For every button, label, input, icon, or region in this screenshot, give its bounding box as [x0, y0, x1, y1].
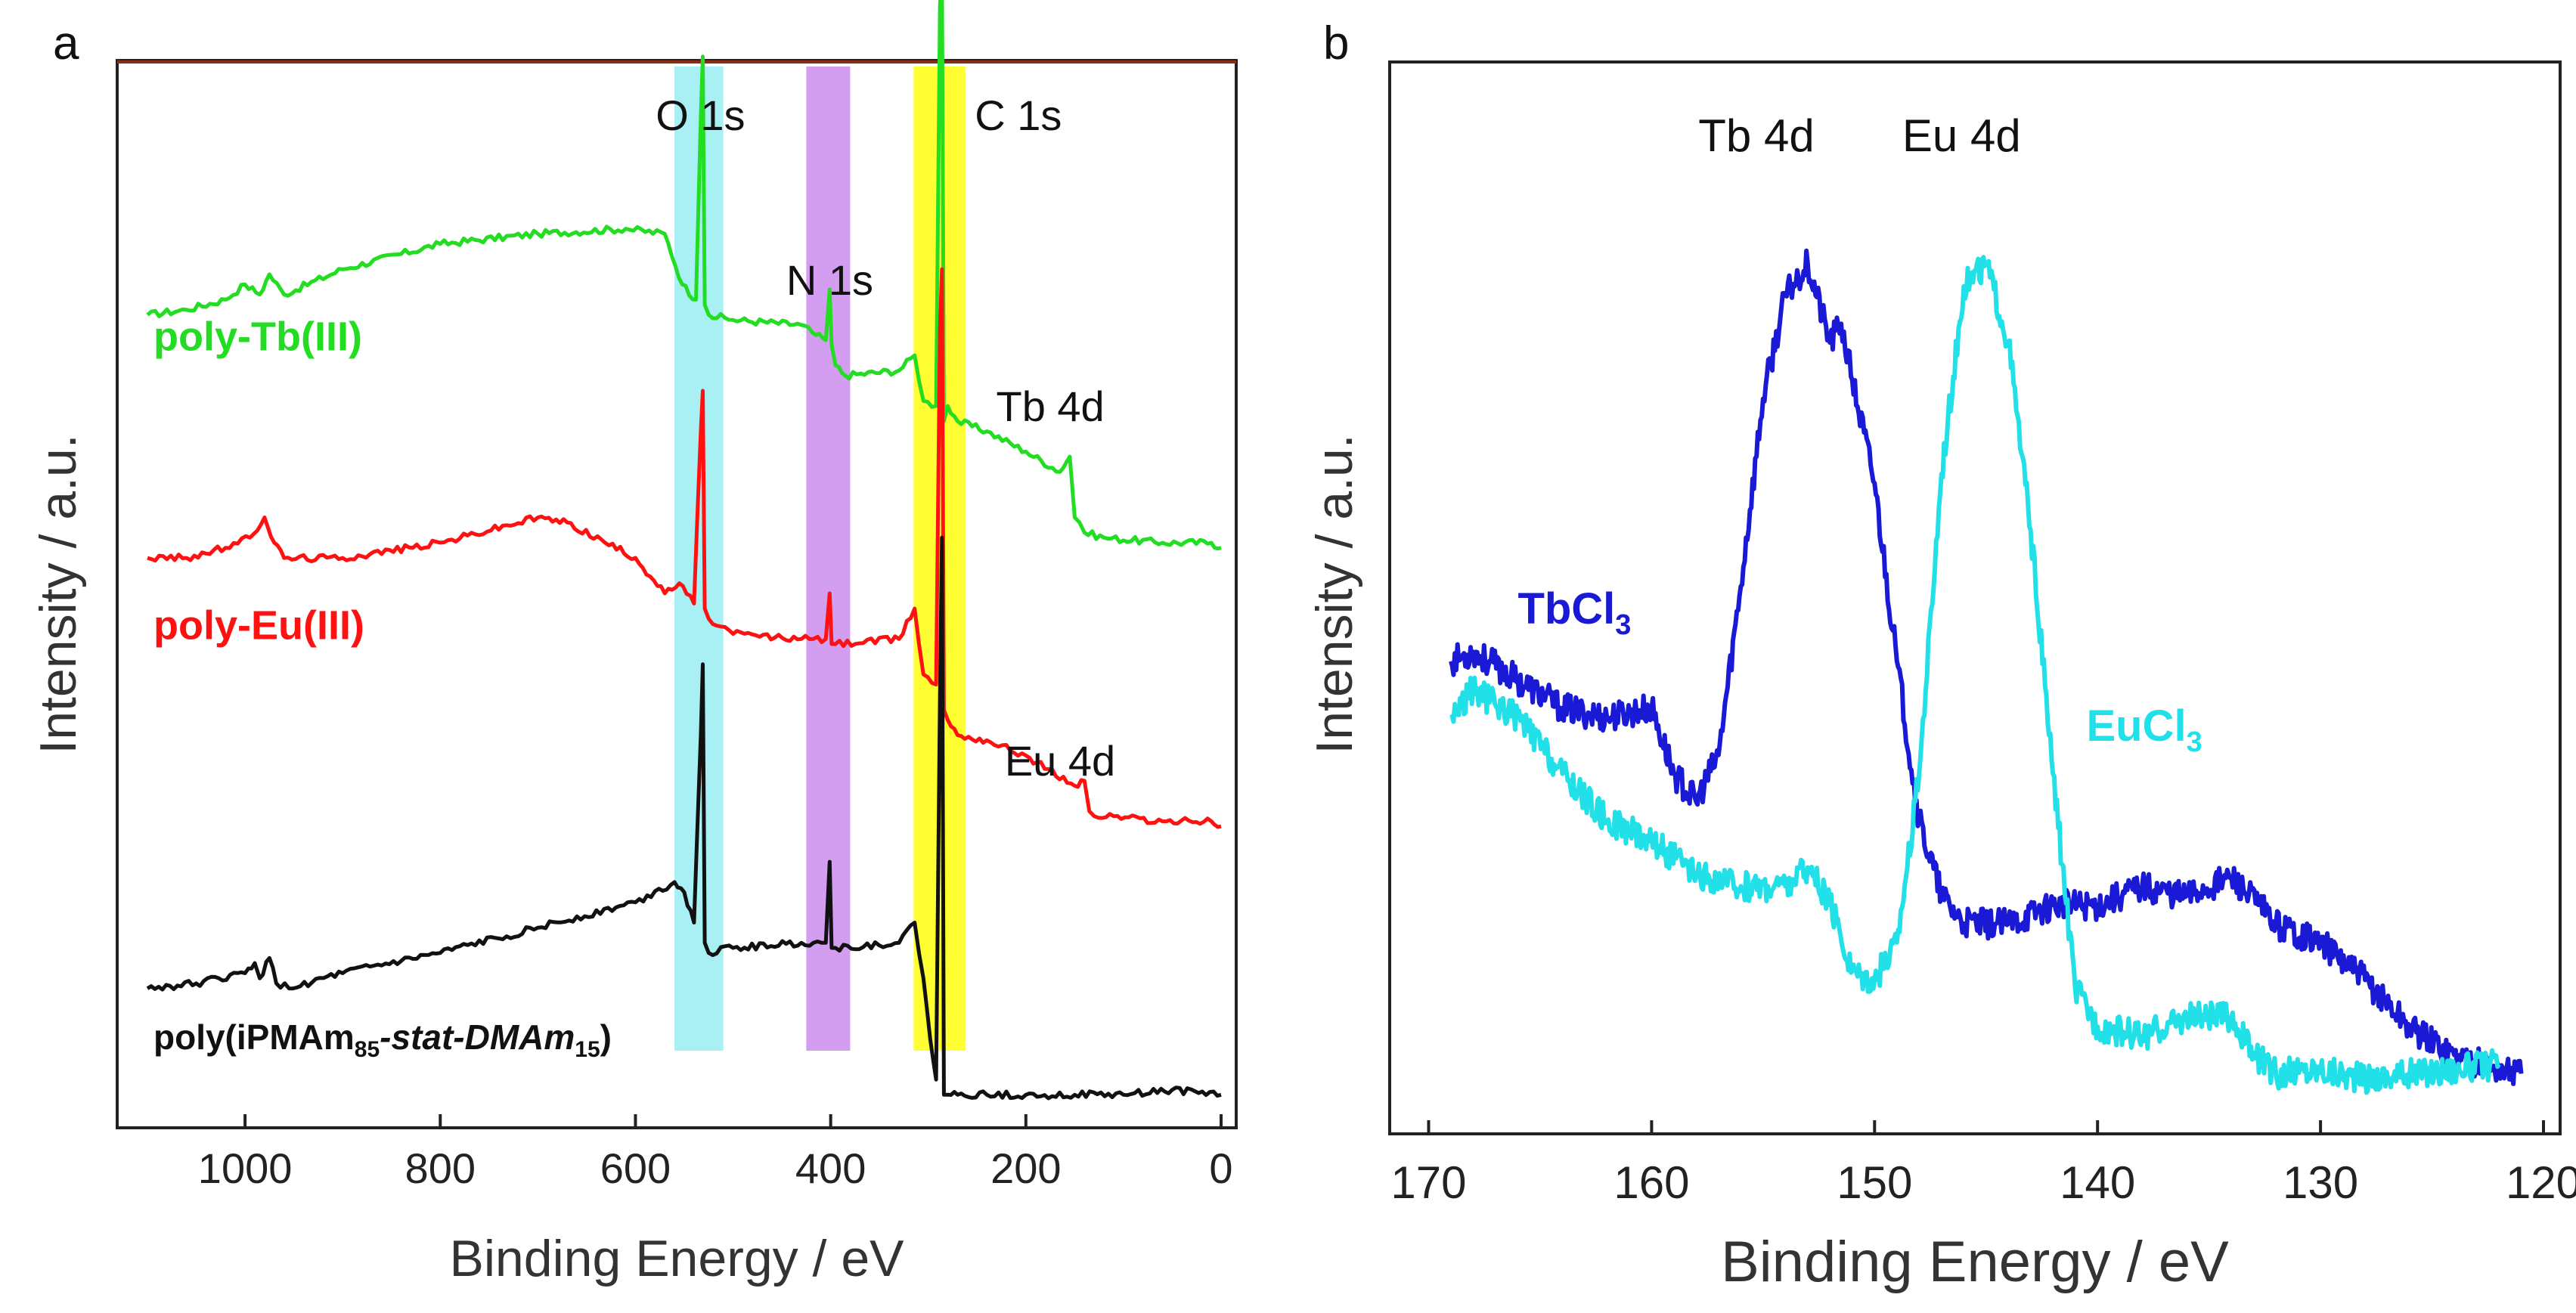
series-line-poly-eu-iii: [147, 267, 1222, 829]
polymer-label-sub-85: 85: [355, 1037, 380, 1062]
panel-a-label: a: [53, 17, 79, 70]
series-label-poly-tb: poly-Tb(III): [153, 314, 362, 359]
series-label-eucl3: EuCl3: [2086, 701, 2202, 758]
panel-a-regions: [674, 67, 966, 1051]
panel-a-x-tick-label-1000: 1000: [198, 1144, 293, 1192]
region-label-n-1s: N 1s: [786, 256, 873, 304]
polymer-label-mid: -stat-DMAm: [380, 1017, 575, 1057]
tbcl3-label-main: TbCl: [1517, 584, 1615, 633]
panel-b-x-axis-title: Binding Energy / eV: [1721, 1230, 2229, 1294]
panel-a-x-tick-label-600: 600: [600, 1144, 671, 1192]
series-line-poly-tb-iii: [146, 0, 1222, 551]
panel-b-x-tick-label-140: 140: [2060, 1157, 2135, 1208]
panel-b: b Tb 4d Eu 4d TbCl3 EuCl3 170 160 150 140 130…: [1306, 17, 2576, 1294]
panel-a-x-axis-title: Binding Energy / eV: [449, 1230, 904, 1287]
eucl3-label-sub: 3: [2187, 726, 2202, 758]
panel-a-x-tick-label-400: 400: [795, 1144, 866, 1192]
series-label-tbcl3: TbCl3: [1517, 584, 1631, 641]
panel-b-x-tick-label-150: 150: [1837, 1157, 1912, 1208]
series-line-eucl3: [1449, 255, 2501, 1095]
panel-a-x-tick-label-800: 800: [405, 1144, 476, 1192]
series-label-poly-eu: poly-Eu(III): [153, 602, 364, 648]
panel-b-series-labels: TbCl3 EuCl3: [1517, 584, 2202, 758]
annotation-eu4d: Eu 4d: [1005, 737, 1115, 785]
series-line-poly-ipmam85-stat-dmam15: [146, 535, 1222, 1101]
panel-b-annotations: Tb 4d Eu 4d: [1698, 110, 2020, 161]
series-line-tbcl3: [1449, 248, 2524, 1086]
panel-b-x-axis: 170 160 150 140 130 120: [1390, 1120, 2576, 1208]
region-label-o-1s: O 1s: [656, 91, 745, 139]
panel-b-x-tick-label-130: 130: [2283, 1157, 2358, 1208]
polymer-label-prefix: poly(iPMAm: [153, 1017, 355, 1057]
panel-b-x-tick-label-160: 160: [1613, 1157, 1689, 1208]
panel-a-x-tick-label-0: 0: [1209, 1144, 1232, 1192]
panel-b-y-axis-title: Intensity / a.u.: [1306, 434, 1363, 754]
panel-a-y-axis-title: Intensity / a.u.: [29, 434, 87, 754]
series-label-polymer: poly(iPMAm85-stat-DMAm15): [153, 1017, 612, 1062]
tbcl3-label-sub: 3: [1615, 609, 1631, 641]
panel-b-series: [1449, 248, 2524, 1095]
region-label-c-1s: C 1s: [975, 91, 1062, 139]
panel-a-x-axis: 1000 800 600 400 200 0: [198, 1114, 1233, 1192]
panel-a-x-tick-label-200: 200: [990, 1144, 1061, 1192]
panel-b-x-tick-label-120: 120: [2506, 1157, 2576, 1208]
annotation-tb4d: Tb 4d: [1698, 110, 1814, 161]
polymer-label-suffix: ): [600, 1017, 612, 1057]
panel-b-frame: [1388, 60, 2562, 1135]
polymer-label-sub-15: 15: [575, 1037, 600, 1062]
panel-b-label: b: [1323, 17, 1349, 70]
annotation-tb4d: Tb 4d: [996, 382, 1104, 430]
panel-a-annotations: Tb 4d Eu 4d: [996, 382, 1115, 785]
panel-a-series: [146, 0, 1222, 1101]
panel-a-series-labels: poly-Tb(III) poly-Eu(III) poly(iPMAm85-s…: [153, 314, 612, 1062]
panel-b-x-tick-label-170: 170: [1390, 1157, 1466, 1208]
annotation-eu4d: Eu 4d: [1902, 110, 2021, 161]
panel-a-region-labels: O 1s N 1s C 1s: [656, 91, 1062, 304]
eucl3-label-main: EuCl: [2086, 701, 2186, 751]
panel-a: a O 1s N 1s C 1s Tb 4d Eu 4d poly-Tb(III) p…: [29, 0, 1238, 1287]
